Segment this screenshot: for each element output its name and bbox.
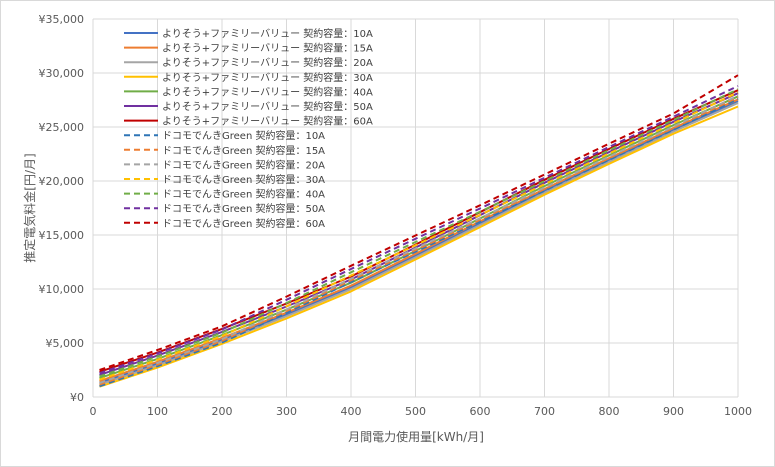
legend-label: ドコモでんきGreen 契約容量：15A (162, 144, 325, 157)
legend-label: よりそう+ファミリーバリュー 契約容量：30A (162, 71, 373, 84)
y-tick-label: ¥20,000 (39, 175, 85, 188)
series-line-13 (99, 85, 739, 375)
x-tick-label: 700 (534, 405, 555, 418)
legend-label: よりそう+ファミリーバリュー 契約容量：40A (162, 85, 373, 98)
series-line-12 (99, 88, 739, 378)
x-tick-label: 200 (212, 405, 233, 418)
series-line-11 (99, 91, 739, 381)
series-lines (99, 74, 739, 388)
y-tick-label: ¥5,000 (46, 337, 85, 350)
x-tick-label: 100 (147, 405, 168, 418)
legend-label: ドコモでんきGreen 契約容量：60A (162, 217, 325, 230)
x-tick-label: 300 (276, 405, 297, 418)
legend-label: ドコモでんきGreen 契約容量：30A (162, 173, 325, 186)
legend-label: ドコモでんきGreen 契約容量：20A (162, 158, 325, 171)
x-tick-label: 400 (341, 405, 362, 418)
series-line-4 (99, 105, 739, 388)
legend-label: よりそう+ファミリーバリュー 契約容量：50A (162, 100, 373, 113)
legend: よりそう+ファミリーバリュー 契約容量：10A よりそう+ファミリーバリュー 契約… (124, 27, 373, 230)
series-line-3 (99, 101, 739, 386)
x-tick-labels: 0 100 200 300 400 500 600 700 800 900 1000 (90, 405, 753, 418)
legend-label: ドコモでんきGreen 契約容量：10A (162, 129, 325, 142)
y-tick-label: ¥30,000 (39, 67, 85, 80)
x-tick-label: 500 (405, 405, 426, 418)
y-tick-label: ¥10,000 (39, 283, 85, 296)
legend-label: ドコモでんきGreen 契約容量：50A (162, 202, 325, 215)
y-tick-label: ¥25,000 (39, 121, 85, 134)
y-tick-label: ¥0 (70, 391, 84, 404)
legend-label: よりそう+ファミリーバリュー 契約容量：20A (162, 56, 373, 69)
legend-label: よりそう+ファミリーバリュー 契約容量：60A (162, 115, 373, 128)
x-axis-title: 月間電力使用量[kWh/月] (348, 429, 484, 444)
y-tick-labels: ¥0 ¥5,000 ¥10,000 ¥15,000 ¥20,000 ¥25,000 ¥30,… (39, 13, 85, 404)
x-tick-label: 900 (663, 405, 684, 418)
series-line-10 (99, 94, 739, 384)
series-line-14 (99, 74, 739, 371)
y-axis-title: 推定電気料金[円/月] (22, 153, 37, 262)
x-tick-label: 600 (470, 405, 491, 418)
series-line-9 (99, 96, 739, 386)
series-line-8 (99, 97, 739, 388)
x-tick-label: 800 (599, 405, 620, 418)
legend-label: ドコモでんきGreen 契約容量：40A (162, 188, 325, 201)
y-tick-label: ¥15,000 (39, 229, 85, 242)
y-tick-label: ¥35,000 (39, 13, 85, 26)
legend-label: よりそう+ファミリーバリュー 契約容量：10A (162, 27, 373, 40)
x-tick-label: 0 (90, 405, 97, 418)
legend-label: よりそう+ファミリーバリュー 契約容量：15A (162, 42, 373, 55)
x-tick-label: 1000 (724, 405, 752, 418)
